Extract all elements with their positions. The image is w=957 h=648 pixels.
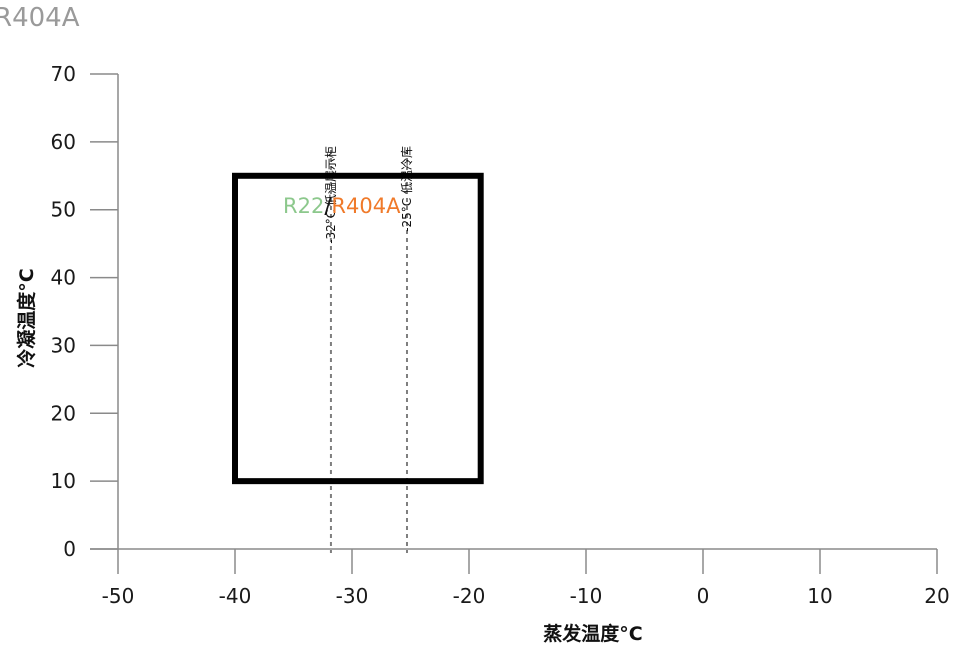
x-tick-label: 0 xyxy=(697,584,710,608)
y-tick-label: 60 xyxy=(51,130,76,154)
operating-envelope: R22/R404A xyxy=(232,172,484,485)
x-tick-label: -10 xyxy=(570,584,603,608)
y-tick-label: 0 xyxy=(63,537,76,561)
x-tick-label: -30 xyxy=(336,584,369,608)
x-tick-label: 10 xyxy=(807,584,832,608)
y-tick-label: 20 xyxy=(51,401,76,425)
envelope-label-part: R404A xyxy=(331,194,401,218)
y-tick-label: 30 xyxy=(51,333,76,357)
y-tick-label: 40 xyxy=(51,266,76,290)
y-tick-label: 10 xyxy=(51,469,76,493)
envelope-boundary xyxy=(232,172,484,485)
reference-line-label: -32°C 低温展示柜 xyxy=(324,146,338,244)
y-tick-label: 50 xyxy=(51,198,76,222)
envelope-label: R22/R404A xyxy=(283,194,401,218)
reference-line-label: -25°C 低温冷库 xyxy=(399,146,414,232)
envelope-label-part: / xyxy=(324,194,332,218)
x-tick-label: -40 xyxy=(219,584,252,608)
y-axis-title: 冷凝温度°C xyxy=(15,268,38,367)
x-tick-label: 20 xyxy=(924,584,949,608)
x-axis: -50 -40 -30 -20 -10 0 10 20 xyxy=(90,548,950,608)
y-axis: 0 10 20 30 40 50 60 70 xyxy=(51,62,119,561)
y-tick-label: 70 xyxy=(51,62,76,86)
envelope-label-part: R22 xyxy=(283,194,324,218)
x-axis-title: 蒸发温度°C xyxy=(543,622,642,645)
reference-lines: -32°C 低温展示柜 -25°C 低温冷库 xyxy=(324,146,414,553)
x-tick-label: -50 xyxy=(102,584,135,608)
x-tick-label: -20 xyxy=(453,584,486,608)
chart-title: R404A xyxy=(0,3,80,33)
